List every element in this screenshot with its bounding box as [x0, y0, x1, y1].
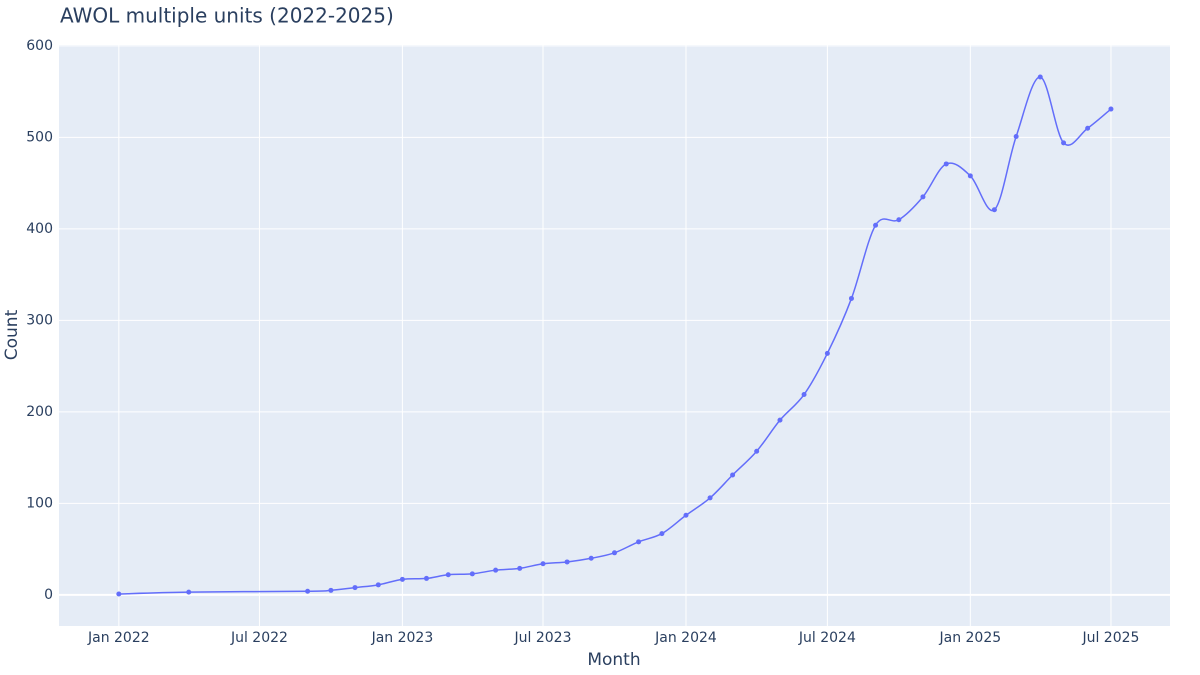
y-tick-label: 400	[26, 221, 53, 237]
point	[943, 161, 949, 167]
point	[1108, 106, 1114, 112]
point	[612, 550, 617, 556]
point	[399, 576, 405, 582]
point	[116, 591, 122, 597]
x-tick-label: Jan 2024	[654, 630, 717, 646]
point	[683, 512, 689, 518]
point	[1061, 140, 1067, 146]
chart-title: AWOL multiple units (2022-2025)	[60, 4, 394, 28]
point	[305, 588, 311, 594]
y-tick-label: 0	[44, 587, 53, 603]
point	[186, 589, 192, 595]
point	[493, 567, 499, 573]
point	[517, 565, 523, 571]
point	[328, 587, 334, 593]
x-tick-label: Jul 2023	[514, 630, 572, 646]
y-tick-label: 600	[26, 38, 53, 54]
point	[754, 448, 760, 454]
point	[920, 194, 926, 200]
x-tick-label: Jan 2022	[87, 630, 150, 646]
y-axis-title: Count	[2, 309, 22, 360]
plot-area	[59, 45, 1170, 626]
point	[1085, 125, 1091, 131]
point	[588, 555, 594, 561]
point	[824, 350, 830, 356]
point	[659, 531, 665, 537]
x-tick-label: Jul 2024	[798, 630, 856, 646]
point	[1037, 74, 1043, 80]
x-tick-label: Jan 2025	[938, 630, 1001, 646]
x-axis-title: Month	[587, 650, 640, 670]
point	[873, 222, 879, 228]
point	[564, 559, 570, 565]
point	[445, 572, 451, 578]
point	[896, 217, 902, 223]
x-tick-label: Jul 2022	[230, 630, 288, 646]
point	[540, 561, 546, 567]
point	[375, 582, 381, 588]
grid	[59, 45, 1170, 626]
point	[801, 392, 807, 398]
x-tick-label: Jan 2023	[371, 630, 434, 646]
point	[967, 173, 973, 179]
point	[636, 539, 642, 545]
marks	[116, 74, 1114, 597]
point	[352, 585, 358, 591]
point	[730, 472, 736, 478]
point	[423, 575, 429, 581]
y-tick-label: 200	[26, 404, 53, 420]
y-tick-label: 500	[26, 129, 53, 145]
point	[848, 295, 854, 301]
y-tick-label: 300	[26, 312, 53, 328]
x-tick-label: Jul 2025	[1081, 630, 1139, 646]
point	[1013, 133, 1019, 139]
y-tick-label: 100	[26, 495, 53, 511]
point	[469, 571, 475, 577]
point	[707, 495, 713, 501]
point	[777, 417, 783, 423]
point	[991, 207, 997, 213]
